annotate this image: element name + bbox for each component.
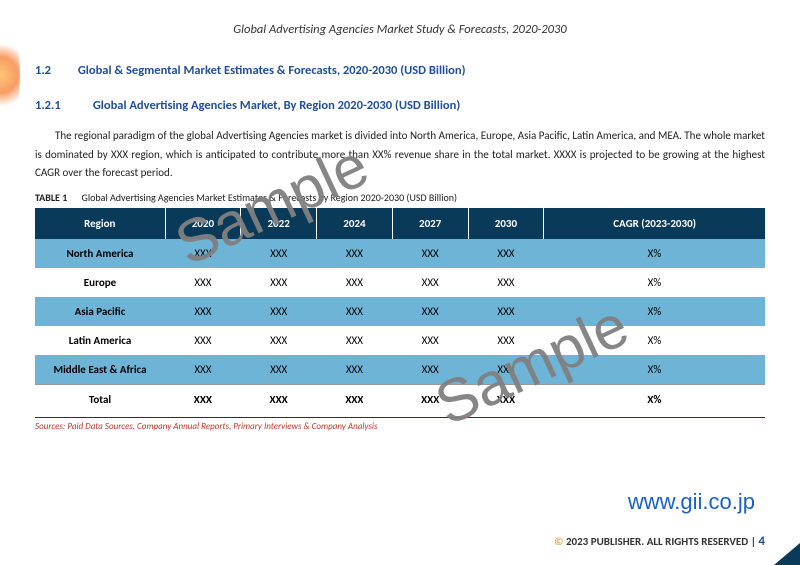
table-cell: XXX [241,385,317,415]
table-cell: Latin America [35,326,165,355]
subsection-number: 1.2.1 [35,98,90,113]
table-row: TotalXXXXXXXXXXXXXXXX% [35,385,765,415]
table-cell: XXX [165,355,241,385]
table-cell: XXX [241,355,317,385]
table-cell: XXX [392,297,468,326]
table-cell: XXX [317,385,393,415]
table-caption-row: TABLE 1 Global Advertising Agencies Mark… [35,191,765,204]
copyright-symbol: © [554,535,563,548]
table-cell: XXX [317,297,393,326]
table-row: North AmericaXXXXXXXXXXXXXXXX% [35,239,765,268]
table-cell: XXX [165,385,241,415]
table-cell: XXX [241,326,317,355]
table-cell: X% [544,239,765,268]
table-cell: X% [544,385,765,415]
subsection-heading: 1.2.1 Global Advertising Agencies Market… [35,98,765,113]
table-cell: XXX [468,268,544,297]
section-title: Global & Segmental Market Estimates & Fo… [78,63,466,78]
table-row: Latin AmericaXXXXXXXXXXXXXXXX% [35,326,765,355]
table-cell: XXX [392,385,468,415]
table-cell: XXX [392,355,468,385]
table-row: Middle East & AfricaXXXXXXXXXXXXXXXX% [35,355,765,385]
main-content: 1.2 Global & Segmental Market Estimates … [0,63,800,432]
section-heading: 1.2 Global & Segmental Market Estimates … [35,63,765,78]
section-number: 1.2 [35,63,75,78]
table-cell: Total [35,385,165,415]
page-header-title: Global Advertising Agencies Market Study… [0,0,800,45]
table-cell: XXX [241,239,317,268]
table-cell: Europe [35,268,165,297]
table-cell: XXX [241,297,317,326]
table-column-header: 2024 [317,208,393,239]
table-cell: X% [544,355,765,385]
footer-sep: | [748,535,758,548]
table-cell: X% [544,326,765,355]
footer-publisher: 2023 PUBLISHER. ALL RIGHTS RESERVED [566,535,748,548]
table-cell: Asia Pacific [35,297,165,326]
table-caption: Global Advertising Agencies Market Estim… [82,191,458,204]
table-column-header: 2020 [165,208,241,239]
table-body: North AmericaXXXXXXXXXXXXXXXX%EuropeXXXX… [35,239,765,414]
table-cell: Middle East & Africa [35,355,165,385]
subsection-title: Global Advertising Agencies Market, By R… [93,98,460,113]
table-cell: XXX [392,239,468,268]
table-label: TABLE 1 [35,191,67,204]
table-cell: XXX [317,239,393,268]
website-url: www.gii.co.jp [628,489,755,515]
table-cell: XXX [317,326,393,355]
table-column-header: 2022 [241,208,317,239]
table-cell: XXX [165,326,241,355]
decorative-swirl [0,35,20,115]
body-paragraph: The regional paradigm of the global Adve… [35,127,765,183]
page-number: 4 [758,534,765,549]
table-cell: XXX [392,326,468,355]
table-column-header: CAGR (2023-2030) [544,208,765,239]
table-cell: XXX [165,268,241,297]
table-cell: XXX [165,297,241,326]
table-cell: X% [544,297,765,326]
table-cell: XXX [468,326,544,355]
page-footer: © 2023 PUBLISHER. ALL RIGHTS RESERVED | … [554,534,765,549]
table-column-header: 2027 [392,208,468,239]
table-cell: XXX [317,355,393,385]
table-column-header: Region [35,208,165,239]
table-cell: X% [544,268,765,297]
table-cell: XXX [468,239,544,268]
table-cell: XXX [468,297,544,326]
table-cell: XXX [165,239,241,268]
table-cell: XXX [468,355,544,385]
corner-decoration [774,543,800,565]
table-head: Region20202022202420272030CAGR (2023-203… [35,208,765,239]
table-sources: Sources: Paid Data Sources, Company Annu… [35,417,765,432]
table-cell: XXX [241,268,317,297]
table-cell: XXX [468,385,544,415]
data-table: Region20202022202420272030CAGR (2023-203… [35,208,765,414]
table-cell: North America [35,239,165,268]
table-row: Asia PacificXXXXXXXXXXXXXXXX% [35,297,765,326]
table-column-header: 2030 [468,208,544,239]
table-row: EuropeXXXXXXXXXXXXXXXX% [35,268,765,297]
table-cell: XXX [317,268,393,297]
table-cell: XXX [392,268,468,297]
